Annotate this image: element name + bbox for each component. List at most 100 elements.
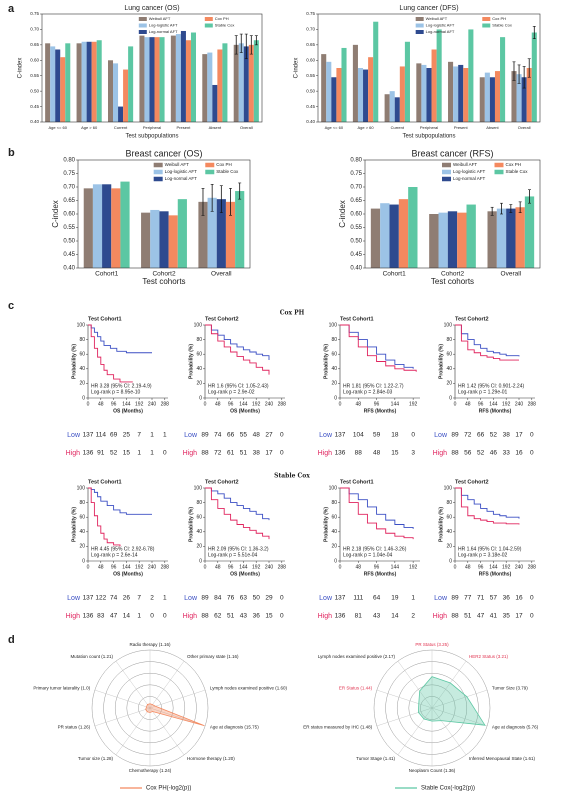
risk-count: 88: [201, 450, 209, 457]
legend-label: Log-logistic AFT: [149, 23, 178, 28]
bar: [447, 211, 458, 268]
y-tick-label: 0.75: [30, 11, 39, 16]
bar: [484, 72, 490, 122]
bar: [448, 61, 454, 122]
x-axis-label: Test subpopulations: [125, 134, 178, 140]
x-tick-label: 96: [478, 564, 484, 570]
y-tick-label: 60: [331, 515, 337, 521]
risk-count: 89: [201, 595, 209, 602]
y-axis-label: C-index: [18, 58, 24, 79]
risk-count: 52: [477, 450, 485, 457]
risk-count: 0: [280, 613, 284, 620]
risk-count: 51: [227, 613, 235, 620]
risk-count: 1: [411, 595, 415, 602]
radar-label: Chemotherapy (1.24): [129, 768, 172, 773]
risk-count: 63: [240, 595, 248, 602]
legend-label: Cox PH(-log2(p)): [146, 786, 191, 792]
bar: [113, 63, 119, 122]
legend-swatch: [494, 162, 504, 168]
legend-label: Cox PH: [506, 162, 522, 167]
y-tick-label: 60: [79, 515, 85, 521]
panel-label: a: [8, 3, 15, 15]
bar: [60, 57, 66, 123]
y-tick-label: 80: [331, 500, 337, 506]
y-tick-label: 100: [329, 322, 338, 328]
radar-label: Mutation count (1.21): [70, 654, 113, 659]
y-tick-label: 20: [79, 544, 85, 550]
bar: [389, 204, 399, 268]
y-tick-label: 0.55: [30, 73, 39, 78]
y-tick-label: 60: [446, 352, 452, 358]
risk-count: 72: [464, 432, 472, 439]
bar: [321, 54, 327, 122]
y-tick-label: 0: [334, 558, 337, 564]
annotation: Log-rank p = 2.6e-14: [91, 552, 138, 558]
x-axis-label: RFS (Months): [364, 571, 397, 577]
radar-label: Radio therapy (1.16): [129, 642, 171, 647]
x-tick-label: Cohort1: [95, 271, 119, 278]
risk-count: 66: [227, 432, 235, 439]
risk-count: 36: [503, 595, 511, 602]
y-tick-label: 0.45: [30, 104, 39, 109]
risk-count: 48: [253, 432, 261, 439]
y-axis-label: Probability (%): [71, 507, 77, 542]
x-tick-label: 240: [148, 564, 157, 570]
y-tick-label: 0.75: [306, 11, 315, 16]
radar-label: ER status measured by IHC (1.48): [303, 725, 372, 730]
bar: [500, 37, 506, 123]
legend-swatch: [415, 23, 424, 28]
risk-count: 0: [280, 432, 284, 439]
x-tick-label: 48: [215, 564, 221, 570]
risk-count: 0: [280, 595, 284, 602]
y-tick-label: 0: [199, 558, 202, 564]
radar-label: PR status (1.26): [58, 725, 91, 730]
risk-count: 15: [391, 450, 399, 457]
x-tick-label: Overall: [501, 271, 522, 278]
annotation: HR 1.64 (95% CI: 1.04-2.59): [458, 546, 522, 552]
risk-count: 14: [391, 613, 399, 620]
x-tick-label: 0: [87, 401, 90, 407]
chart-title: Test Cohort2: [205, 316, 239, 322]
annotation: Log-rank p = 8.95e-10: [91, 389, 141, 395]
radar-label: Primary tumor laterality (1.0): [33, 686, 90, 691]
bar: [108, 60, 114, 122]
plot-frame: [364, 159, 541, 269]
y-tick-label: 0.50: [350, 239, 362, 245]
bar: [431, 49, 437, 122]
x-tick-label: 0: [454, 401, 457, 407]
risk-count: 57: [490, 595, 498, 602]
bar: [438, 212, 448, 268]
risk-group-label: Low: [319, 595, 333, 602]
radar-spoke: [115, 660, 151, 709]
risk-count: 38: [253, 450, 261, 457]
bar: [150, 209, 160, 268]
radar-spoke: [94, 689, 151, 709]
bar: [336, 68, 342, 122]
radar-label: Other primary state (1.16): [187, 654, 239, 659]
risk-count: 137: [335, 432, 346, 439]
legend-label: Cox PH: [215, 16, 229, 21]
bar: [91, 41, 97, 123]
x-tick-label: 144: [122, 564, 131, 570]
y-tick-label: 20: [196, 381, 202, 387]
radar-label: Lymph nodes examined positive (2.17): [318, 654, 396, 659]
risk-count: 46: [490, 450, 498, 457]
y-tick-label: 80: [79, 337, 85, 343]
bar: [331, 77, 337, 122]
y-tick-label: 0.75: [63, 171, 75, 177]
risk-count: 25: [123, 432, 131, 439]
legend-label: Log-normal AFT: [165, 176, 198, 181]
risk-count: 104: [353, 432, 364, 439]
bar: [479, 77, 485, 122]
risk-count: 2: [150, 595, 154, 602]
risk-group-label: High: [183, 450, 198, 457]
y-axis-label: Probability (%): [71, 344, 77, 379]
y-tick-label: 60: [196, 352, 202, 358]
x-axis-label: OS (Months): [113, 571, 143, 577]
survival-curve: [88, 487, 152, 515]
bar: [96, 40, 102, 122]
annotation: HR 4.45 (95% CI: 2.92-6.78): [91, 546, 155, 552]
x-tick-label: 288: [528, 401, 537, 407]
x-axis-label: RFS (Months): [479, 571, 512, 577]
y-tick-label: 100: [194, 485, 203, 491]
